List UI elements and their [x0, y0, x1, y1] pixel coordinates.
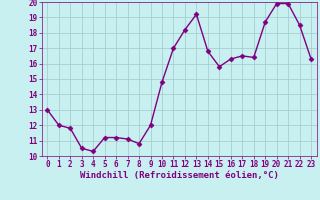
X-axis label: Windchill (Refroidissement éolien,°C): Windchill (Refroidissement éolien,°C)	[80, 171, 279, 180]
